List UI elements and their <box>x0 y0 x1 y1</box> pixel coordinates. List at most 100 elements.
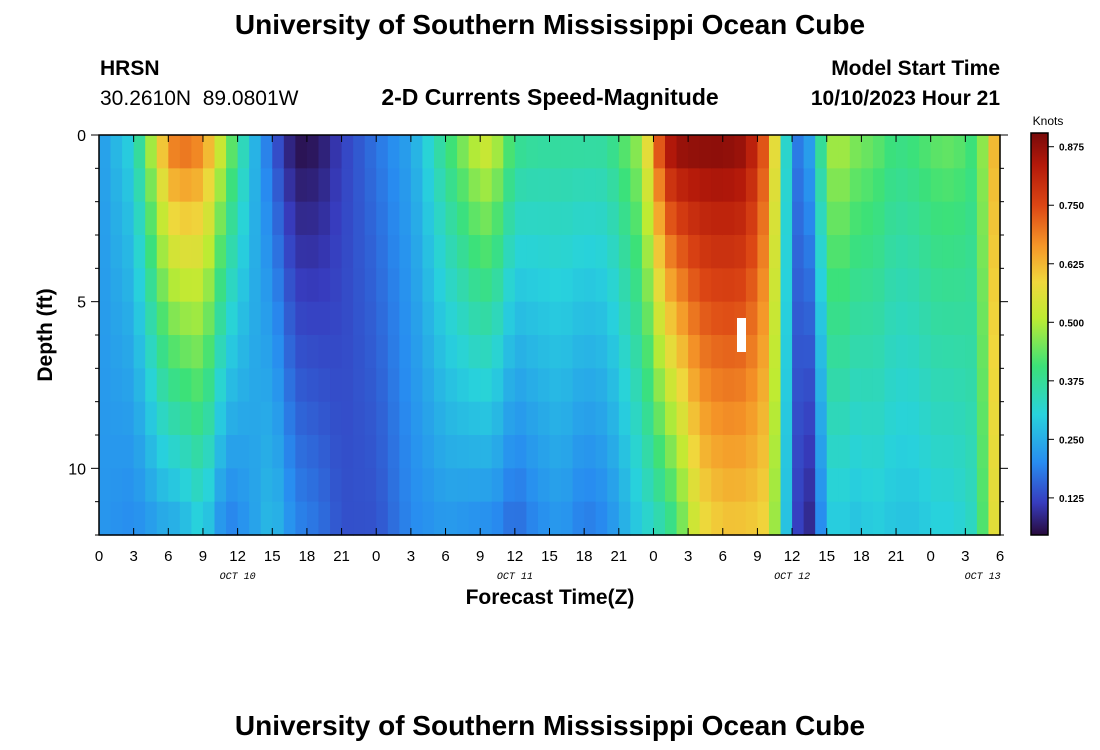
heatmap-cell <box>595 168 608 203</box>
heatmap-cell <box>364 501 377 536</box>
heatmap-cell <box>237 268 250 303</box>
heatmap-cell <box>757 468 770 503</box>
heatmap-cell <box>283 135 296 169</box>
heatmap-cell <box>503 268 516 303</box>
heatmap-cell <box>249 168 262 203</box>
heatmap-cell <box>433 201 447 236</box>
heatmap-cell <box>399 301 412 336</box>
heatmap-cell <box>237 301 250 336</box>
heatmap-cell <box>526 168 539 203</box>
heatmap-cell <box>457 435 470 469</box>
heatmap-cell <box>572 235 585 269</box>
heatmap-cell <box>214 401 227 436</box>
heatmap-cell <box>433 235 447 269</box>
heatmap-cell <box>884 368 897 403</box>
heatmap-cell <box>179 368 193 403</box>
heatmap-cell <box>457 335 470 369</box>
heatmap-cell <box>722 168 735 203</box>
heatmap-cell <box>711 368 724 403</box>
heatmap-cell <box>191 335 204 369</box>
heatmap-cell <box>965 335 978 369</box>
heatmap-cell <box>433 301 447 336</box>
heatmap-cell <box>768 368 782 403</box>
heatmap-cell <box>249 468 262 503</box>
heatmap-cell <box>584 301 597 336</box>
heatmap-cell <box>595 435 608 469</box>
heatmap-cell <box>445 468 458 503</box>
y-axis-title: Depth (ft) <box>34 288 57 381</box>
heatmap-cell <box>122 135 135 169</box>
heatmap-cell <box>330 335 343 369</box>
heatmap-cell <box>884 201 897 236</box>
heatmap-cell <box>156 235 169 269</box>
heatmap-cell <box>826 301 839 336</box>
heatmap-cell <box>491 201 504 236</box>
heatmap-cell <box>803 468 816 503</box>
heatmap-cell <box>422 135 435 169</box>
heatmap-cell <box>410 168 424 203</box>
x-tick-label: 0 <box>95 548 103 565</box>
heatmap-cell <box>884 468 897 503</box>
x-tick-label: 18 <box>576 548 593 565</box>
heatmap-cell <box>896 401 909 436</box>
heatmap-cell <box>942 368 955 403</box>
heatmap-cell <box>930 401 943 436</box>
heatmap-cell <box>838 235 851 269</box>
heatmap-cell <box>179 468 193 503</box>
x-tick-label: 6 <box>164 548 172 565</box>
heatmap-cell <box>861 301 874 336</box>
heatmap-cell <box>145 335 158 369</box>
heatmap-cell <box>988 235 1001 269</box>
heatmap-cell <box>826 501 839 536</box>
heatmap-cell <box>122 401 135 436</box>
heatmap-cell <box>676 135 689 169</box>
heatmap-cell <box>133 235 146 269</box>
heatmap-cell <box>618 301 631 336</box>
heatmap-cell <box>896 435 909 469</box>
heatmap-cell <box>699 168 712 203</box>
heatmap-cell <box>872 201 886 236</box>
heatmap-cell <box>283 401 296 436</box>
heatmap-cell <box>503 335 516 369</box>
x-axis-title: Forecast Time(Z) <box>466 586 635 609</box>
heatmap-cell <box>457 168 470 203</box>
heatmap-cell <box>445 201 458 236</box>
heatmap-cell <box>272 435 285 469</box>
heatmap-cell <box>422 335 435 369</box>
heatmap-cell <box>330 368 343 403</box>
heatmap-cell <box>191 201 204 236</box>
heatmap-cell <box>260 401 273 436</box>
heatmap-cell <box>942 435 955 469</box>
heatmap-cell <box>272 468 285 503</box>
heatmap-cell <box>803 268 816 303</box>
heatmap-cell <box>815 401 828 436</box>
heatmap-cell <box>561 335 574 369</box>
heatmap-cell <box>226 335 239 369</box>
heatmap-cell <box>283 268 296 303</box>
heatmap-cell <box>295 168 308 203</box>
heatmap-cell <box>99 501 112 536</box>
heatmap-cell <box>237 368 250 403</box>
heatmap-cell <box>872 135 886 169</box>
heatmap-cell <box>815 468 828 503</box>
heatmap-cell <box>514 168 527 203</box>
x-tick-label: 21 <box>610 548 627 565</box>
heatmap-cell <box>838 468 851 503</box>
heatmap-cell <box>907 135 920 169</box>
heatmap-cell <box>445 235 458 269</box>
heatmap-cell <box>930 301 943 336</box>
heatmap-cell <box>757 235 770 269</box>
heatmap-cell <box>399 168 412 203</box>
heatmap-cell <box>780 201 793 236</box>
heatmap-cell <box>514 501 527 536</box>
colorbar-ticks: 0.125 0.250 0.375 0.500 0.625 0.750 0.875 <box>1048 143 1084 505</box>
heatmap-cell <box>930 235 943 269</box>
x-tick-label: 0 <box>372 548 380 565</box>
heatmap-cell <box>745 368 759 403</box>
heatmap-cell <box>745 501 759 536</box>
heatmap-cell <box>422 401 435 436</box>
heatmap-cell <box>976 135 990 169</box>
heatmap-cell <box>988 468 1001 503</box>
heatmap-cell <box>537 435 551 469</box>
heatmap-cell <box>849 401 862 436</box>
